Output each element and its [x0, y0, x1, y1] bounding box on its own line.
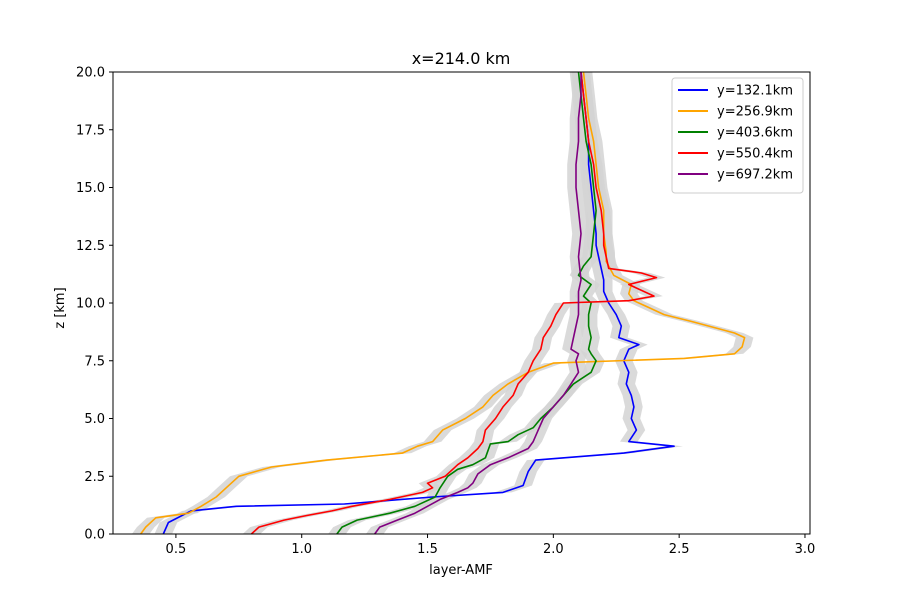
x-tick-label: 3.0: [795, 542, 816, 557]
y-tick-label: 20.0: [76, 66, 105, 81]
y-tick-label: 15.0: [76, 181, 105, 196]
x-tick-label: 0.5: [166, 542, 187, 557]
x-axis-label: layer-AMF: [429, 563, 493, 578]
legend-entry: y=697.2km: [717, 168, 793, 183]
legend-entry: y=256.9km: [717, 105, 793, 120]
legend-entry: y=403.6km: [717, 126, 793, 141]
series-line-4: [250, 71, 658, 535]
legend-entry: y=550.4km: [717, 147, 793, 162]
y-tick-label: 10.0: [76, 297, 105, 312]
y-axis-label: z [km]: [53, 287, 68, 328]
legend: y=132.1km y=256.9km y=403.6km y=550.4km y=69…: [671, 77, 804, 194]
series-lines: [140, 71, 746, 535]
y-tick-label: 7.5: [84, 354, 105, 369]
y-axis-ticks: 0.0 2.5 5.0 7.5 10.0 12.5 15.0 17.5 20.0: [76, 66, 113, 543]
legend-entry: y=132.1km: [717, 84, 793, 99]
y-tick-label: 12.5: [76, 239, 105, 254]
x-tick-label: 1.0: [291, 542, 312, 557]
x-axis-ticks: 0.5 1.0 1.5 2.0 2.5 3.0: [166, 534, 816, 557]
y-tick-label: 0.0: [84, 528, 105, 543]
series-line-3: [336, 71, 597, 535]
y-tick-label: 17.5: [76, 123, 105, 138]
series-line-5: [374, 72, 582, 535]
y-tick-label: 2.5: [84, 470, 105, 485]
legend-box: [671, 77, 804, 194]
x-tick-label: 1.5: [417, 542, 438, 557]
y-tick-label: 5.0: [84, 412, 105, 427]
x-tick-label: 2.0: [543, 542, 564, 557]
chart-title: x=214.0 km: [412, 49, 511, 68]
x-tick-label: 2.5: [669, 542, 690, 557]
